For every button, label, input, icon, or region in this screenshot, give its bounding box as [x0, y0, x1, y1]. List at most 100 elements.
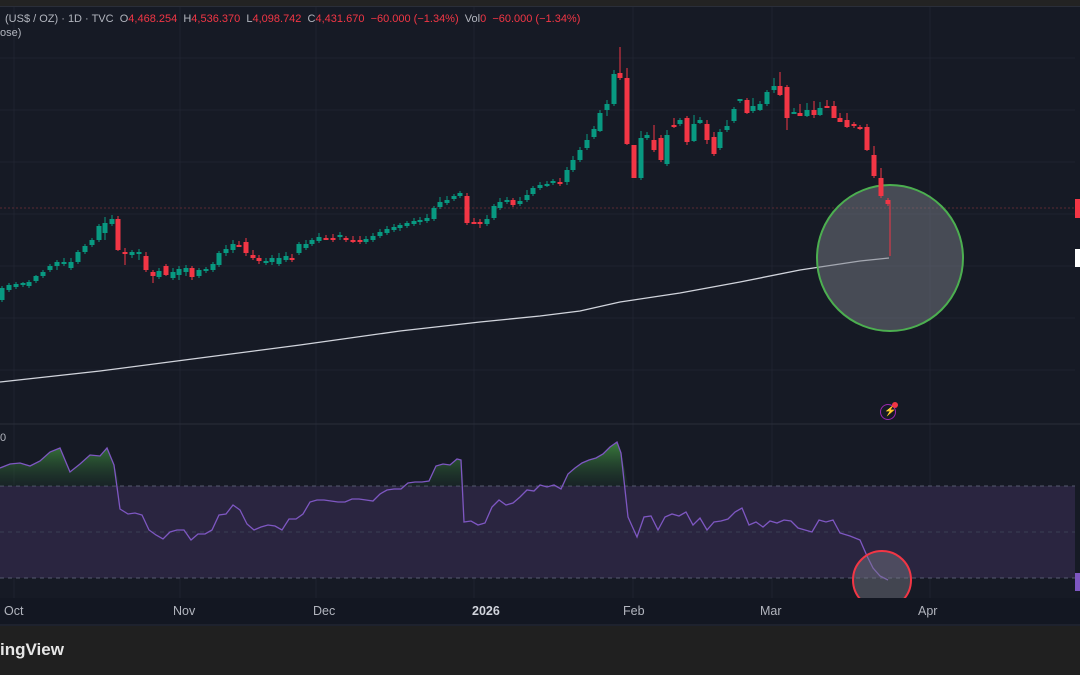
candle-body [557, 182, 563, 184]
candle-body [885, 200, 891, 204]
candle-body [617, 73, 623, 78]
candle-body [384, 229, 390, 233]
symbol-info: (US$ / OZ) · 1D · TVC [5, 13, 114, 25]
candle-body [797, 113, 803, 116]
candle-body [122, 252, 128, 254]
candle-body [47, 266, 53, 270]
candle-body [289, 258, 295, 260]
brand-logo: ingView [0, 640, 64, 659]
candle-body [537, 185, 543, 188]
candle-body [170, 272, 176, 278]
candle-body [577, 150, 583, 160]
candle-body [691, 124, 697, 141]
price-tag-ma [1075, 249, 1080, 267]
rsi-legend: 0 [0, 432, 7, 444]
candle-body [437, 202, 443, 207]
rsi-overbought-fill [0, 442, 628, 486]
candle-body [136, 252, 142, 254]
candle-body [597, 113, 603, 131]
change-value: −60.000 (−1.34%) [370, 13, 459, 25]
footer-bar [0, 626, 1080, 675]
candle-body [163, 266, 169, 275]
x-tick-dec: Dec [313, 604, 336, 618]
candle-body [724, 126, 730, 130]
candle-body [397, 225, 403, 228]
candle-body [150, 272, 156, 276]
candle-body [771, 86, 777, 90]
candle-body [115, 219, 121, 250]
alert-icon[interactable]: ⚡ [880, 402, 898, 420]
candle-body [6, 285, 12, 290]
candle-body [811, 110, 817, 115]
volume-value: 0 [480, 13, 487, 25]
candle-body [764, 92, 770, 104]
candle-body [256, 258, 262, 261]
candle-body [711, 137, 717, 154]
candle-body [75, 252, 81, 262]
candle-body [33, 276, 39, 281]
candle-body [584, 140, 590, 148]
x-tick-2026: 2026 [472, 604, 500, 618]
candle-body [424, 218, 430, 221]
candle-body [677, 120, 683, 124]
candle-body [664, 135, 670, 164]
candle-body [54, 262, 60, 266]
candle-body [109, 219, 115, 224]
candle-body [13, 284, 19, 287]
candle-body [323, 238, 329, 240]
candle-body [330, 238, 336, 240]
candle-body [544, 184, 550, 186]
candle-body [604, 104, 610, 110]
candle-body [183, 268, 189, 272]
candle-body [477, 222, 483, 224]
window-top-bar [0, 0, 1080, 7]
candle-body [303, 244, 309, 248]
candle-body [484, 219, 490, 224]
candle-body [777, 86, 783, 95]
candle-body [363, 239, 369, 242]
time-axis-bg [0, 598, 1080, 626]
candle-body [316, 237, 322, 241]
candle-body [250, 255, 256, 258]
candle-body [631, 145, 637, 178]
candle-body [102, 223, 108, 233]
candle-body [697, 120, 703, 123]
candle-body [96, 226, 102, 240]
candle-body [684, 118, 690, 142]
candle-body [744, 100, 750, 113]
candle-body [337, 235, 343, 237]
candle-body [444, 200, 450, 203]
candle-body [791, 112, 797, 114]
candle-body [504, 200, 510, 202]
x-tick-mar: Mar [760, 604, 782, 618]
x-tick-nov: Nov [173, 604, 196, 618]
candle-body [0, 288, 5, 300]
candle-body [524, 195, 530, 200]
moving-average-line [0, 257, 890, 383]
candle-body [216, 253, 222, 265]
candle-body [411, 221, 417, 224]
price-tag-last [1075, 199, 1080, 218]
candle-body [570, 160, 576, 170]
candle-body [236, 245, 242, 247]
ma-legend: ose) [0, 27, 22, 39]
candle-body [864, 127, 870, 150]
candle-body [638, 138, 644, 178]
candle-body [370, 236, 376, 240]
candle-body [61, 262, 67, 264]
high-value: 4,536.370 [191, 13, 241, 25]
price-tag-rsi [1075, 573, 1080, 591]
candle-body [431, 208, 437, 219]
candle-body [550, 181, 556, 183]
candle-body [564, 170, 570, 182]
candle-body [20, 283, 26, 285]
candle-body [82, 246, 88, 252]
candle-body [283, 256, 289, 260]
candle-body [269, 258, 275, 262]
candle-body [156, 271, 162, 277]
highlight-circle-price [816, 184, 964, 332]
candle-body [377, 232, 383, 236]
candle-body [223, 249, 229, 253]
candle-body [471, 222, 477, 224]
